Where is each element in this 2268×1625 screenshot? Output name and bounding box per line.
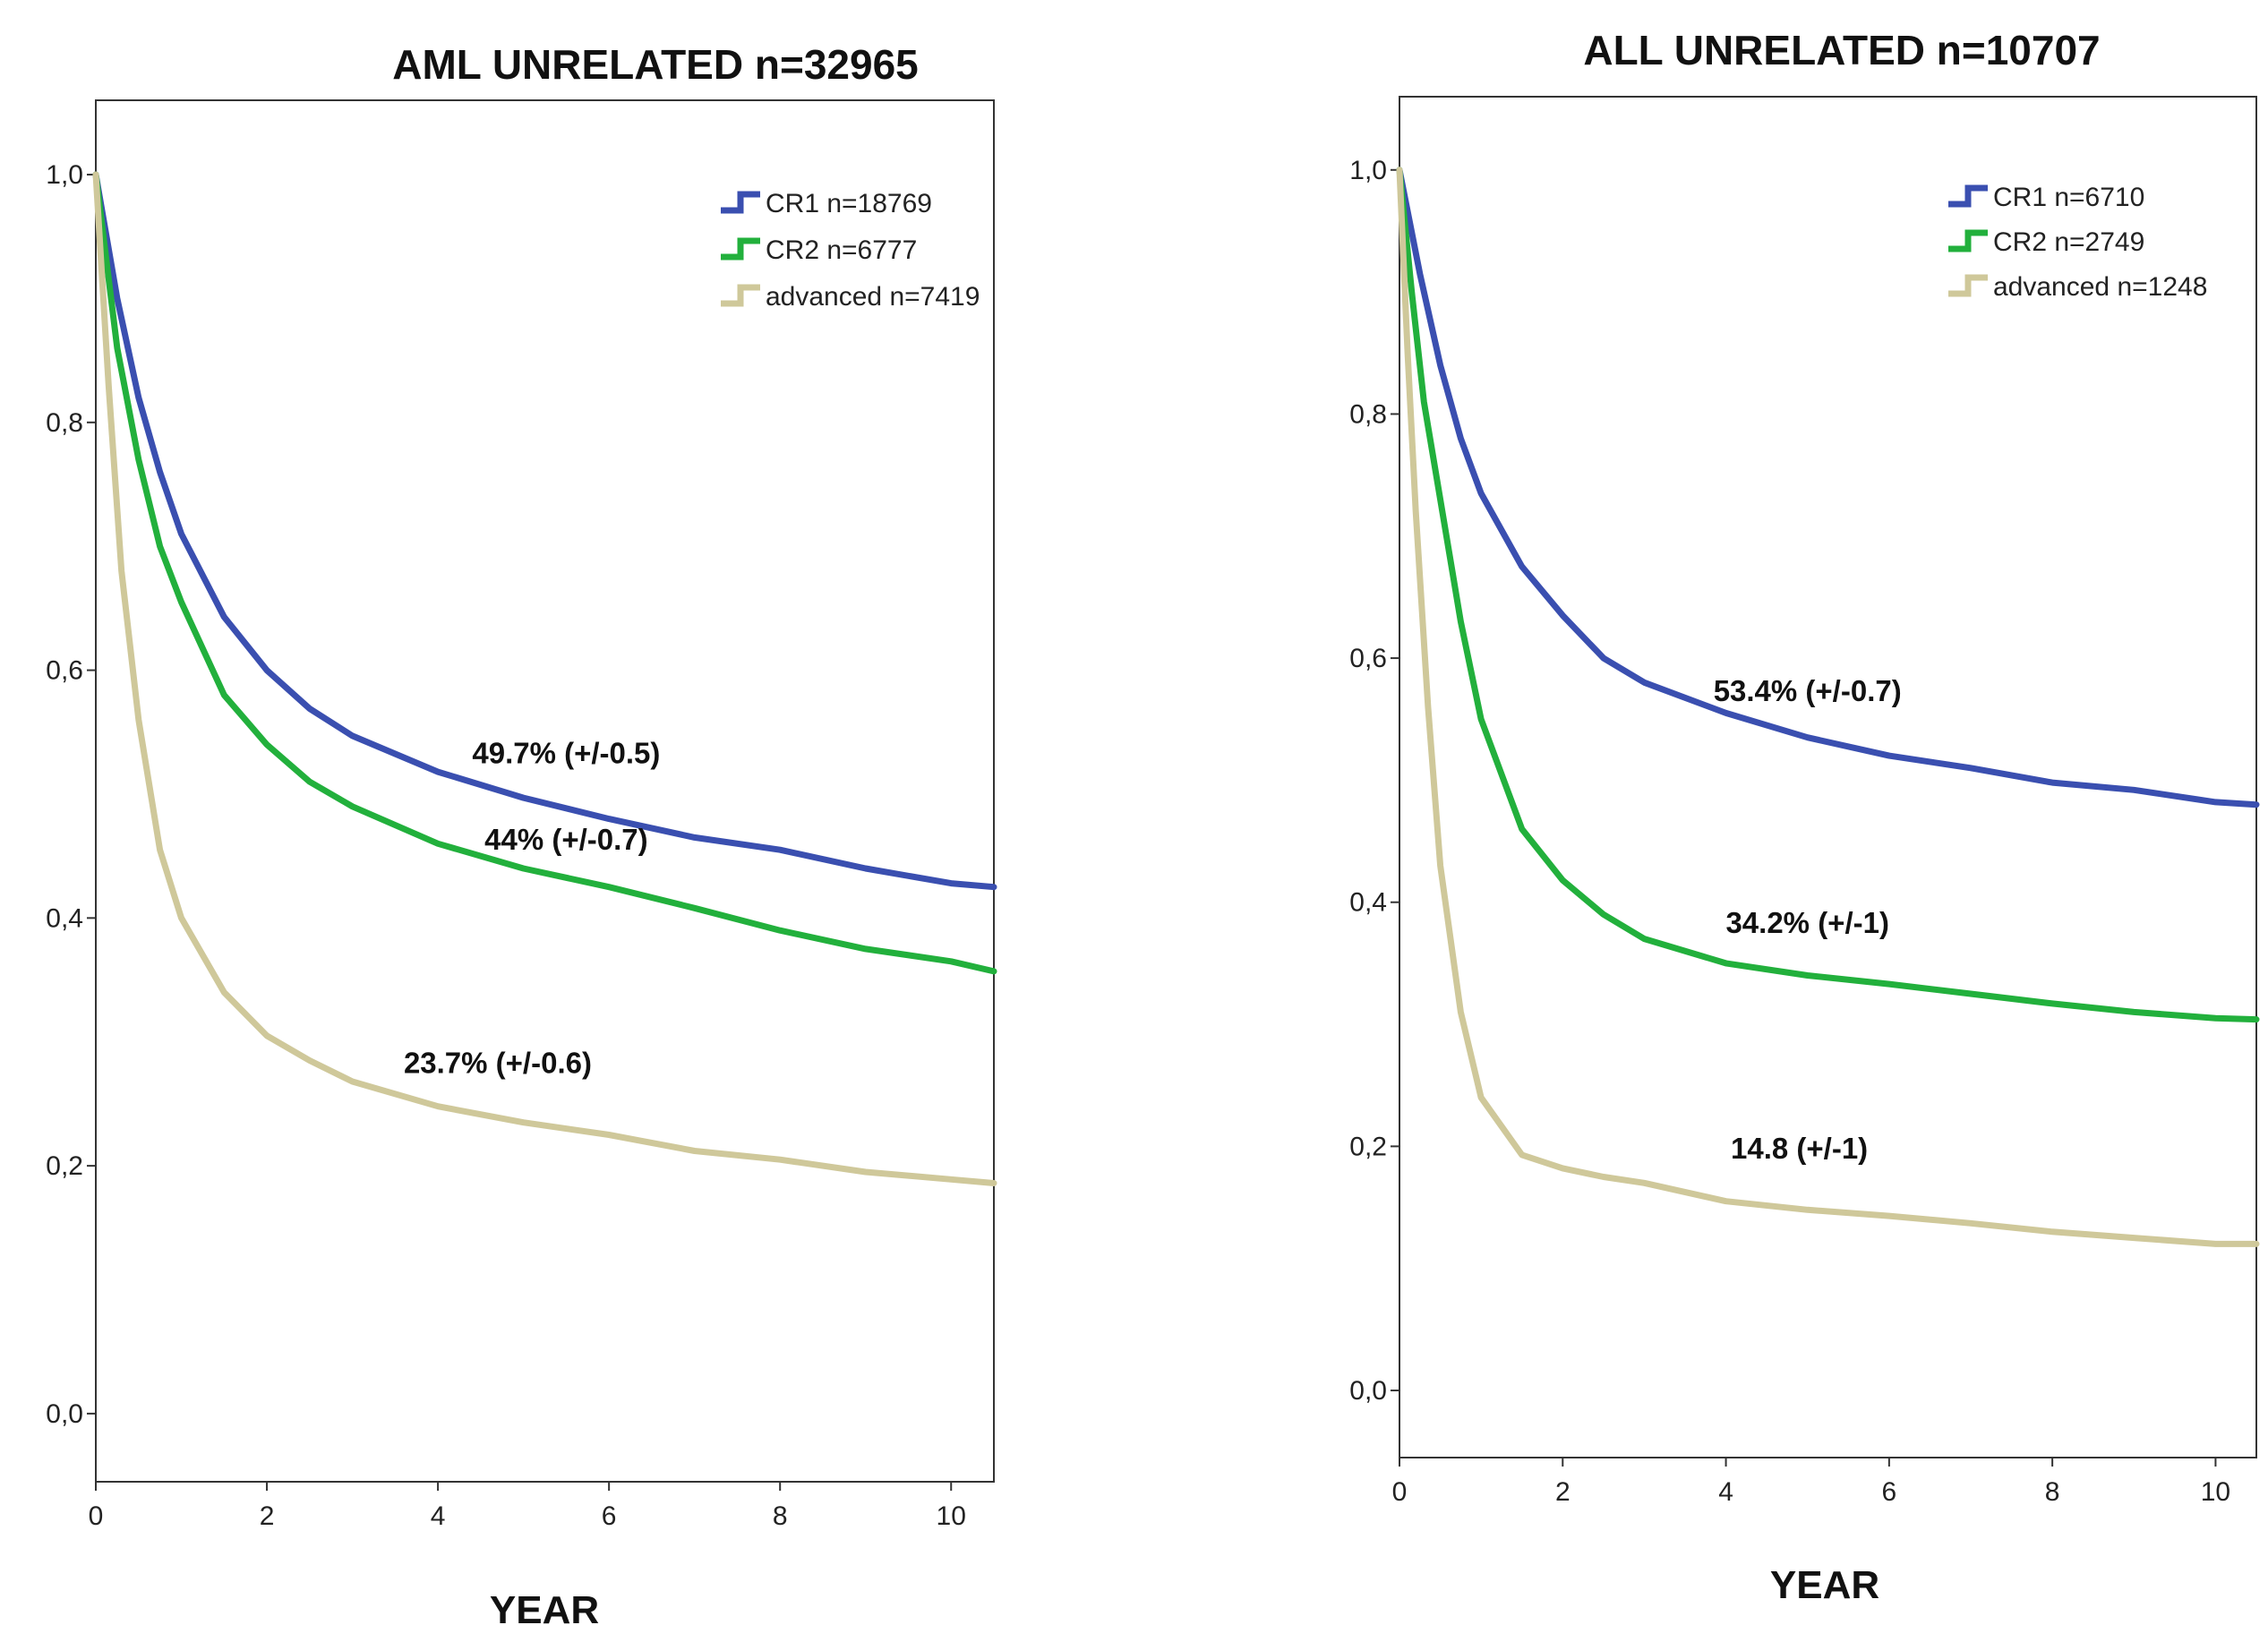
plot-frame: [95, 99, 995, 1483]
y-tick-label: 0,8: [1349, 399, 1387, 429]
chart-title: AML UNRELATED n=32965: [392, 41, 919, 88]
series-line-3: [1396, 167, 2260, 1247]
x-axis-label: YEAR: [1770, 1563, 1879, 1607]
annotation-label: 14.8 (+/-1): [1731, 1132, 1868, 1165]
y-axis: 0,0 0,2 0,4 0,6 0,8 1,0: [46, 160, 96, 1429]
x-tick-label: 6: [602, 1501, 617, 1531]
y-axis: 0,0 0,2 0,4 0,6 0,8 1,0: [1349, 156, 1399, 1406]
x-tick-label: 8: [773, 1501, 788, 1531]
legend-label: CR1 n=6710: [1993, 183, 2144, 212]
legend-label: CR2 n=2749: [1993, 227, 2144, 257]
legend-label: CR2 n=6777: [766, 235, 917, 265]
series-line-3: [92, 171, 997, 1186]
annotation-label: 49.7% (+/-0.5): [472, 736, 660, 769]
plot-frame: [1399, 96, 2257, 1458]
x-axis: 0 2 4 6 8 10: [89, 1482, 966, 1531]
series-line-1: [92, 171, 997, 891]
legend-swatch: [721, 284, 760, 307]
legend-swatch: [721, 191, 760, 214]
y-tick-label: 0,2: [46, 1151, 83, 1181]
annotation-label: 44% (+/-0.7): [484, 823, 648, 856]
y-tick-label: 1,0: [46, 160, 83, 190]
annotation-label: 53.4% (+/-0.7): [1714, 674, 1902, 707]
legend-label: CR1 n=18769: [766, 189, 932, 218]
legend-swatch: [1948, 274, 1988, 297]
series-line-2: [92, 171, 997, 975]
y-tick-label: 0,0: [1349, 1376, 1387, 1406]
x-tick-label: 4: [431, 1501, 446, 1531]
legend-label: advanced n=1248: [1993, 272, 2207, 302]
y-tick-label: 0,4: [1349, 888, 1387, 918]
x-tick-label: 2: [260, 1501, 275, 1531]
series-layer: [1396, 167, 2260, 1247]
x-axis: 0 2 4 6 8 10: [1392, 1458, 2230, 1507]
legend-swatch: [721, 237, 760, 261]
x-tick-label: 0: [1392, 1477, 1408, 1507]
y-tick-label: 0,4: [46, 903, 83, 933]
annotation-layer: 49.7% (+/-0.5) 44% (+/-0.7) 23.7% (+/-0.6): [404, 736, 660, 1079]
legend-swatch: [1948, 184, 1988, 208]
aml-survival-chart: AML UNRELATED n=32965 0,0 0,2 0,4 0,6 0,8 1,0…: [46, 41, 997, 1625]
legend-label: advanced n=7419: [766, 282, 980, 312]
series-line-2: [1396, 167, 2260, 1023]
annotation-label: 34.2% (+/-1): [1725, 906, 1889, 939]
y-tick-label: 1,0: [1349, 156, 1387, 185]
x-tick-label: 4: [1718, 1477, 1733, 1507]
x-tick-label: 10: [937, 1501, 966, 1531]
chart-title: ALL UNRELATED n=10707: [1583, 27, 2100, 73]
x-axis-label: YEAR: [490, 1588, 599, 1625]
series-layer: [92, 171, 997, 1186]
x-tick-label: 0: [89, 1501, 104, 1531]
legend: CR1 n=6710 CR2 n=2749 advanced n=1248: [1948, 183, 2207, 302]
y-tick-label: 0,8: [46, 408, 83, 438]
y-tick-label: 0,2: [1349, 1132, 1387, 1161]
y-tick-label: 0,6: [1349, 644, 1387, 673]
series-line-1: [1396, 167, 2260, 808]
x-tick-label: 2: [1555, 1477, 1570, 1507]
all-survival-chart: ALL UNRELATED n=10707 0,0 0,2 0,4 0,6 0,8 1,0…: [1349, 27, 2260, 1607]
annotation-label: 23.7% (+/-0.6): [404, 1046, 592, 1079]
x-tick-label: 8: [2045, 1477, 2060, 1507]
legend: CR1 n=18769 CR2 n=6777 advanced n=7419: [721, 189, 980, 312]
x-tick-label: 6: [1882, 1477, 1897, 1507]
y-tick-label: 0,0: [46, 1399, 83, 1429]
legend-swatch: [1948, 229, 1988, 252]
x-tick-label: 10: [2201, 1477, 2230, 1507]
y-tick-label: 0,6: [46, 656, 83, 686]
annotation-layer: 53.4% (+/-0.7) 34.2% (+/-1) 14.8 (+/-1): [1714, 674, 1902, 1165]
